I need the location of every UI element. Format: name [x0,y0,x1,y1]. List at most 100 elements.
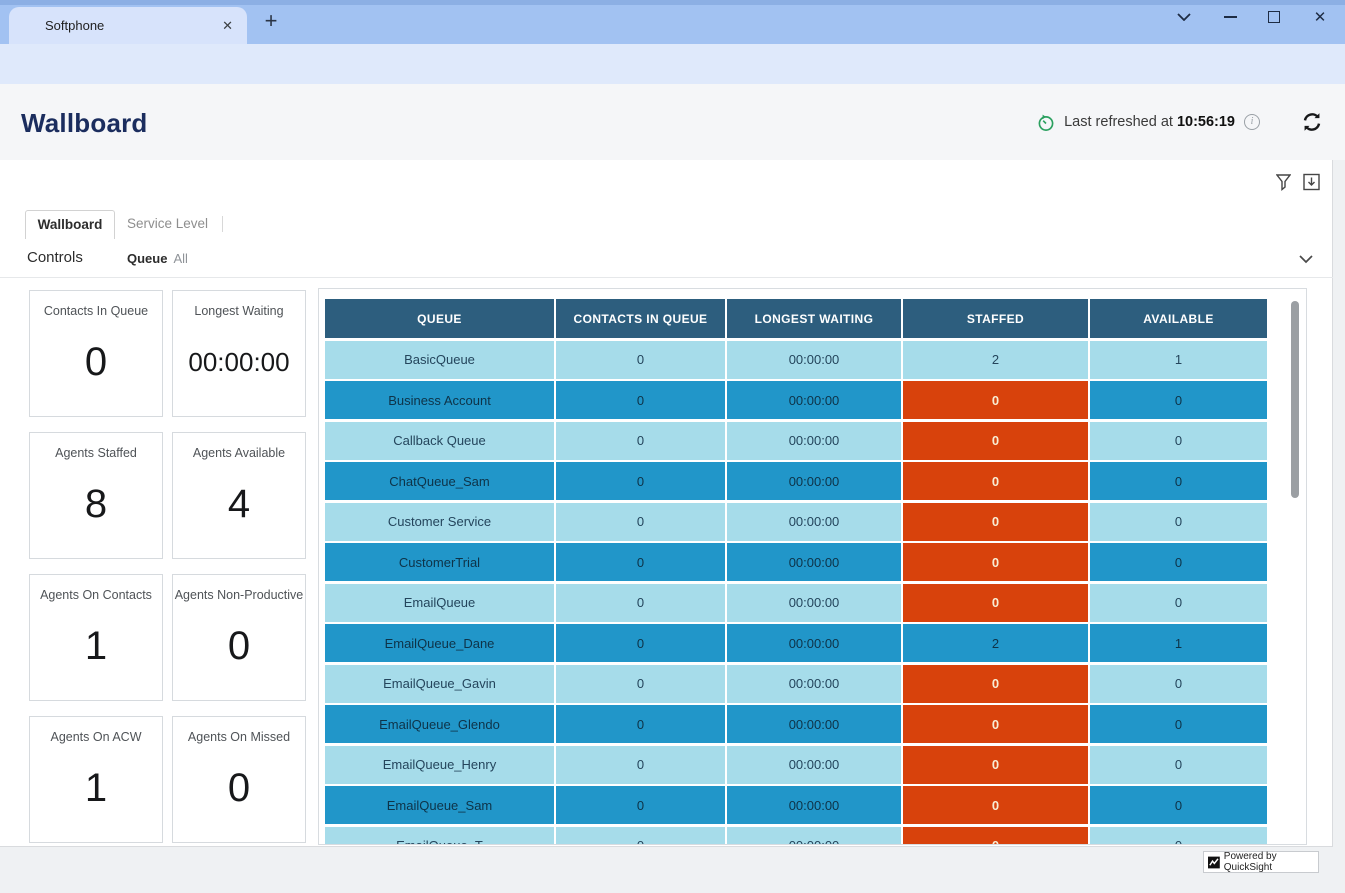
queue-table-card: QUEUECONTACTS IN QUEUELONGEST WAITINGSTA… [318,288,1307,845]
kpi-value: 1 [85,745,107,842]
value-cell: 0 [1090,503,1267,541]
queue-name-cell: EmailQueue [325,584,554,622]
table-row: EmailQueue_T000:00:0000 [325,827,1271,846]
value-cell: 0 [1090,422,1267,460]
queue-name-cell: EmailQueue_Sam [325,786,554,824]
kpi-label: Agents On Contacts [40,588,152,603]
new-tab-button[interactable]: + [258,6,284,36]
kpi-label: Agents On Missed [188,730,290,745]
kpi-value: 0 [228,603,250,700]
window-minimize-button[interactable] [1217,4,1243,30]
value-cell: 0 [903,665,1088,703]
controls-divider [0,277,1333,278]
value-cell: 1 [1090,341,1267,379]
queue-filter-name: Queue [127,251,167,266]
table-row: Business Account000:00:0000 [325,381,1271,419]
value-cell: 00:00:00 [727,422,901,460]
controls-label: Controls [27,249,83,266]
window-close-button[interactable]: ✕ [1307,4,1333,30]
table-row: Callback Queue000:00:0000 [325,422,1271,460]
value-cell: 0 [556,422,725,460]
value-cell: 0 [556,584,725,622]
value-cell: 1 [1090,624,1267,662]
tab-close-icon[interactable]: ✕ [222,7,233,44]
value-cell: 0 [556,665,725,703]
kpi-card: Agents Staffed8 [29,432,163,559]
page-header: Wallboard Last refreshed at 10:56:19 i [0,84,1345,160]
table-row: Customer Service000:00:0000 [325,503,1271,541]
value-cell: 0 [556,503,725,541]
value-cell: 0 [556,827,725,846]
kpi-card: Agents On ACW1 [29,716,163,843]
value-cell: 0 [556,462,725,500]
value-cell: 00:00:00 [727,705,901,743]
tab-wallboard[interactable]: Wallboard [25,210,115,239]
table-scrollbar-thumb[interactable] [1291,301,1299,498]
tab-title: Softphone [45,7,104,44]
window-maximize-button[interactable] [1261,4,1287,30]
tab-separator [222,216,223,232]
kpi-label: Longest Waiting [194,304,283,319]
value-cell: 0 [903,827,1088,846]
kpi-value: 0 [228,745,250,842]
table-row: BasicQueue000:00:0021 [325,341,1271,379]
kpi-card: Agents On Contacts1 [29,574,163,701]
table-row: EmailQueue_Sam000:00:0000 [325,786,1271,824]
quicksight-logo-icon [1208,856,1220,869]
browser-tab-strip: Softphone ✕ + ✕ [0,0,1345,44]
value-cell: 0 [1090,786,1267,824]
last-refreshed-cluster: Last refreshed at 10:56:19 i [1037,84,1260,160]
value-cell: 0 [903,705,1088,743]
table-row: ChatQueue_Sam000:00:0000 [325,462,1271,500]
table-row: EmailQueue_Glendo000:00:0000 [325,705,1271,743]
kpi-value: 1 [85,603,107,700]
queue-filter-control[interactable]: Queue All [127,251,188,266]
column-header: QUEUE [325,299,554,338]
kpi-label: Agents Available [193,446,285,461]
export-download-icon[interactable] [1303,173,1320,191]
tab-service-level[interactable]: Service Level [127,210,208,239]
table-scrollbar[interactable] [1291,299,1300,836]
queue-name-cell: EmailQueue_T [325,827,554,846]
kpi-label: Contacts In Queue [44,304,148,319]
queue-name-cell: Business Account [325,381,554,419]
kpi-label: Agents Staffed [55,446,137,461]
controls-collapse-chevron-icon[interactable] [1297,250,1315,268]
quicksight-badge[interactable]: Powered by QuickSight [1203,851,1319,873]
filter-funnel-icon[interactable] [1276,174,1291,191]
value-cell: 0 [1090,543,1267,581]
tab-search-chevron-icon[interactable] [1171,4,1197,30]
info-icon[interactable]: i [1244,114,1260,130]
column-header: CONTACTS IN QUEUE [556,299,725,338]
value-cell: 0 [903,503,1088,541]
value-cell: 00:00:00 [727,624,901,662]
queue-filter-value: All [173,251,187,266]
queue-name-cell: ChatQueue_Sam [325,462,554,500]
value-cell: 0 [1090,462,1267,500]
kpi-card: Agents Available4 [172,432,306,559]
last-refreshed-time: 10:56:19 [1177,114,1235,130]
value-cell: 0 [903,462,1088,500]
kpi-value: 0 [85,319,107,416]
queue-name-cell: BasicQueue [325,341,554,379]
value-cell: 0 [1090,381,1267,419]
value-cell: 00:00:00 [727,381,901,419]
kpi-card: Contacts In Queue0 [29,290,163,417]
value-cell: 0 [556,624,725,662]
browser-tab[interactable]: Softphone ✕ [9,7,247,44]
refresh-dashboard-button[interactable] [1301,111,1323,133]
kpi-value: 8 [85,461,107,558]
auto-refresh-timer-icon [1037,113,1055,132]
kpi-card: Agents Non-Productive0 [172,574,306,701]
table-row: EmailQueue_Henry000:00:0000 [325,746,1271,784]
table-row: CustomerTrial000:00:0000 [325,543,1271,581]
column-header: STAFFED [903,299,1088,338]
queue-name-cell: EmailQueue_Glendo [325,705,554,743]
value-cell: 00:00:00 [727,503,901,541]
table-row: EmailQueue_Gavin000:00:0000 [325,665,1271,703]
queue-name-cell: Callback Queue [325,422,554,460]
kpi-value: 4 [228,461,250,558]
kpi-card: Agents On Missed0 [172,716,306,843]
column-header: AVAILABLE [1090,299,1267,338]
kpi-card: Longest Waiting00:00:00 [172,290,306,417]
